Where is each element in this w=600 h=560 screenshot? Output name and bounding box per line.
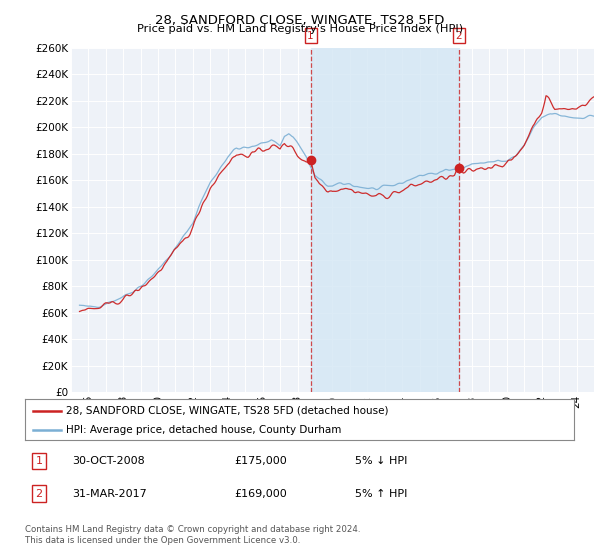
- Text: £169,000: £169,000: [234, 488, 287, 498]
- Text: 5% ↓ HPI: 5% ↓ HPI: [355, 456, 407, 466]
- Text: HPI: Average price, detached house, County Durham: HPI: Average price, detached house, Coun…: [67, 424, 342, 435]
- Text: Price paid vs. HM Land Registry's House Price Index (HPI): Price paid vs. HM Land Registry's House …: [137, 24, 463, 34]
- Bar: [311, 48, 459, 392]
- Text: This data is licensed under the Open Government Licence v3.0.: This data is licensed under the Open Gov…: [25, 536, 301, 545]
- Text: 1: 1: [307, 31, 314, 41]
- Text: 28, SANDFORD CLOSE, WINGATE, TS28 5FD: 28, SANDFORD CLOSE, WINGATE, TS28 5FD: [155, 14, 445, 27]
- Text: 5% ↑ HPI: 5% ↑ HPI: [355, 488, 407, 498]
- Text: Contains HM Land Registry data © Crown copyright and database right 2024.: Contains HM Land Registry data © Crown c…: [25, 525, 361, 534]
- Text: 1: 1: [35, 456, 43, 466]
- Text: 28, SANDFORD CLOSE, WINGATE, TS28 5FD (detached house): 28, SANDFORD CLOSE, WINGATE, TS28 5FD (d…: [67, 405, 389, 416]
- Text: 30-OCT-2008: 30-OCT-2008: [72, 456, 145, 466]
- Text: 31-MAR-2017: 31-MAR-2017: [72, 488, 146, 498]
- Text: £175,000: £175,000: [234, 456, 287, 466]
- Text: 2: 2: [455, 31, 462, 41]
- Text: 2: 2: [35, 488, 43, 498]
